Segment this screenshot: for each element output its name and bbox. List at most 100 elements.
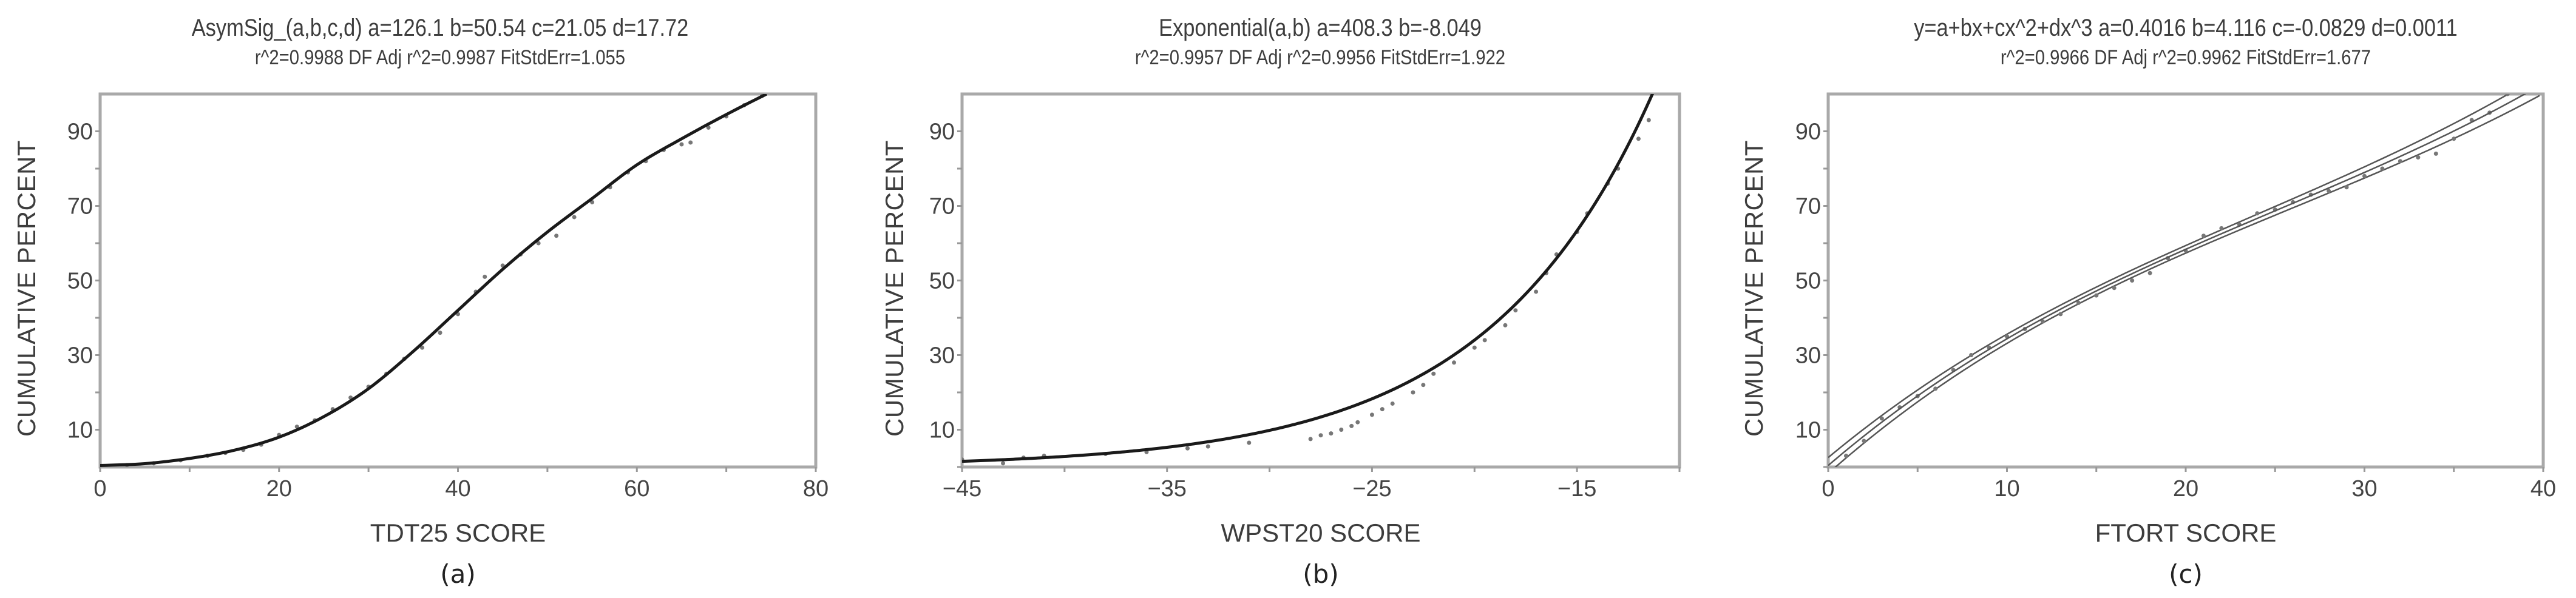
data-point (1185, 446, 1190, 451)
data-point (1513, 308, 1518, 313)
data-point (2147, 270, 2152, 275)
data-point (2112, 286, 2117, 291)
panel-label: (a) (440, 559, 476, 589)
y-tick-label: 50 (1795, 269, 1821, 294)
x-axis-label: TDT25 SCORE (370, 519, 546, 547)
data-point (2433, 151, 2438, 156)
data-point (1247, 440, 1252, 445)
data-point (1369, 412, 1374, 417)
data-point (1534, 289, 1539, 294)
chart-subtitle: r^2=0.9957 DF Adj r^2=0.9956 FitStdErr=1… (1134, 46, 1506, 69)
fit-curve (100, 94, 768, 467)
plot-frame (960, 92, 1681, 469)
y-tick-label: 10 (1795, 418, 1821, 443)
data-point (1411, 390, 1415, 395)
chart-title: Exponential(a,b) a=408.3 b=-8.049 (1159, 15, 1482, 41)
data-point (1001, 461, 1006, 466)
data-point (1503, 323, 1508, 328)
data-point (2201, 233, 2206, 238)
data-point (2327, 189, 2331, 193)
x-tick-label: 0 (93, 476, 106, 502)
data-point (1355, 420, 1360, 425)
data-point (2452, 136, 2456, 141)
x-tick-label: 20 (2173, 476, 2198, 502)
data-point (1349, 423, 1354, 428)
y-tick-label: 70 (1795, 194, 1821, 220)
x-axis-label: WPST20 SCORE (1221, 519, 1421, 547)
data-point (420, 345, 425, 350)
data-point (2130, 278, 2135, 283)
fit-curve (962, 94, 1655, 463)
data-point (1636, 136, 1641, 141)
confidence-band-line (1834, 95, 2540, 467)
fit-curve (1828, 94, 2527, 466)
data-point (2505, 94, 2510, 96)
plot-area: 10 30 50 70 90 −45 −35 −25 −15 (929, 92, 1681, 502)
panel-label: (b) (1303, 559, 1339, 589)
plot-frame (1826, 92, 2545, 469)
data-point (2362, 173, 2367, 178)
data-point (688, 140, 693, 145)
data-point (2040, 319, 2045, 324)
data-point (2219, 226, 2224, 230)
data-point (2094, 293, 2099, 298)
y-tick-label: 30 (1795, 343, 1821, 369)
data-point (1482, 338, 1487, 343)
data-point (1318, 433, 1323, 438)
plot-area: 10 30 50 70 90 0 20 40 60 80 (67, 92, 829, 502)
x-tick-label: 80 (803, 476, 829, 502)
plot-area: 10 30 50 70 90 0 10 20 30 40 (1795, 92, 2556, 502)
data-point (483, 274, 487, 279)
data-point (1969, 353, 1974, 357)
y-tick-label: 90 (929, 119, 955, 145)
y-tick-label: 30 (67, 343, 93, 369)
data-point (572, 215, 577, 220)
confidence-band-line (1828, 94, 2510, 459)
data-point (1390, 401, 1395, 406)
x-tick-label: −35 (1147, 476, 1186, 502)
data-point (1933, 386, 1938, 391)
x-tick-label: 10 (1994, 476, 2019, 502)
x-tick-label: 0 (1822, 476, 1834, 502)
x-tick-label: 40 (2530, 476, 2556, 502)
data-point (2076, 300, 2081, 305)
data-point (1205, 444, 1210, 449)
chart-panel-a: AsymSig_(a,b,c,d) a=126.1 b=50.54 c=21.0… (0, 0, 862, 598)
y-tick-label: 70 (67, 194, 93, 220)
data-point (1646, 118, 1651, 123)
data-point (2344, 185, 2349, 190)
chart-title: AsymSig_(a,b,c,d) a=126.1 b=50.54 c=21.0… (191, 15, 689, 41)
data-point (1472, 345, 1477, 350)
data-point (1879, 416, 1884, 421)
x-tick-label: −15 (1557, 476, 1596, 502)
data-point (1431, 371, 1436, 376)
y-tick-label: 10 (929, 418, 955, 443)
x-tick-label: 40 (445, 476, 470, 502)
chart-subtitle: r^2=0.9988 DF Adj r^2=0.9987 FitStdErr=1… (254, 46, 626, 69)
y-tick-label: 90 (67, 119, 93, 145)
y-tick-label: 30 (929, 343, 955, 369)
x-tick-label: 30 (2351, 476, 2377, 502)
data-point (1843, 454, 1848, 459)
data-point (2398, 159, 2402, 164)
x-tick-label: 60 (624, 476, 649, 502)
data-point (1380, 407, 1385, 412)
x-tick-label: 20 (266, 476, 292, 502)
data-point (1421, 383, 1426, 388)
y-tick-label: 10 (67, 418, 93, 443)
data-point (1339, 428, 1344, 432)
panel-label: (c) (2169, 559, 2203, 589)
x-tick-label: −25 (1352, 476, 1391, 502)
data-point (554, 233, 559, 238)
x-tick-label: −45 (943, 476, 981, 502)
data-point (1308, 437, 1313, 442)
chart-panel-b: Exponential(a,b) a=408.3 b=-8.049 r^2=0.… (862, 0, 1724, 598)
x-axis-label: FTORT SCORE (2095, 519, 2277, 547)
y-tick-label: 90 (1795, 119, 1821, 145)
chart-title: y=a+bx+cx^2+dx^3 a=0.4016 b=4.116 c=-0.0… (1914, 15, 2458, 41)
y-tick-label: 50 (929, 269, 955, 294)
chart-panel-c: y=a+bx+cx^2+dx^3 a=0.4016 b=4.116 c=-0.0… (1724, 0, 2576, 598)
data-point (2255, 211, 2260, 216)
chart-subtitle: r^2=0.9966 DF Adj r^2=0.9962 FitStdErr=1… (2000, 46, 2371, 69)
data-point (536, 241, 541, 246)
